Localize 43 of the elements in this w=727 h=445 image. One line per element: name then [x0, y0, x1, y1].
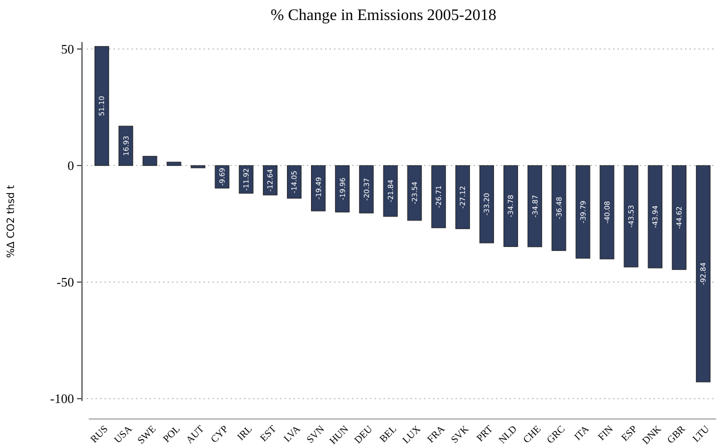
- y-axis-title: %Δ CO2 thsd t: [6, 185, 17, 258]
- x-tick-label: POL: [161, 424, 183, 445]
- x-tick-label: BEL: [378, 424, 400, 445]
- bar: [455, 165, 470, 230]
- bar: [166, 162, 182, 166]
- bar: [479, 165, 494, 244]
- chart-title: % Change in Emissions 2005-2018: [270, 7, 496, 24]
- x-tick-label: PRT: [474, 424, 496, 444]
- bar: [142, 156, 158, 166]
- x-tick-label: LVA: [282, 423, 304, 445]
- bar: [696, 165, 710, 382]
- bar: [672, 165, 686, 270]
- y-tick-label: -100: [50, 391, 74, 406]
- bar: [431, 165, 446, 228]
- x-tick-label: GRC: [545, 424, 568, 445]
- x-tick-label: ESP: [620, 424, 640, 444]
- y-tick-label: -50: [56, 274, 74, 290]
- bar: [190, 165, 206, 168]
- bar: [600, 165, 614, 260]
- bar: [576, 165, 590, 259]
- bar: [407, 165, 422, 221]
- bar: [552, 165, 566, 251]
- bar: [648, 165, 662, 268]
- x-tick-label: FIN: [596, 424, 616, 443]
- x-tick-label: IRL: [236, 424, 255, 443]
- bar: [118, 126, 134, 166]
- x-tick-label: GBR: [665, 424, 688, 445]
- bar: [94, 46, 110, 166]
- bar: [624, 165, 638, 268]
- bar: [359, 165, 374, 214]
- y-tick-label: 0: [68, 158, 74, 174]
- x-tick-label: CHE: [521, 424, 544, 445]
- x-tick-label: CYP: [209, 424, 231, 445]
- x-tick-label: ITA: [572, 423, 592, 443]
- x-tick-label: EST: [258, 424, 279, 444]
- bar: [311, 165, 326, 212]
- bar: [503, 165, 518, 247]
- x-tick-label: USA: [112, 423, 135, 445]
- bar: [383, 165, 398, 217]
- x-tick-label: FRA: [426, 423, 448, 445]
- bar: [335, 165, 350, 212]
- y-tick-label: 50: [61, 42, 74, 57]
- bar: [528, 165, 542, 248]
